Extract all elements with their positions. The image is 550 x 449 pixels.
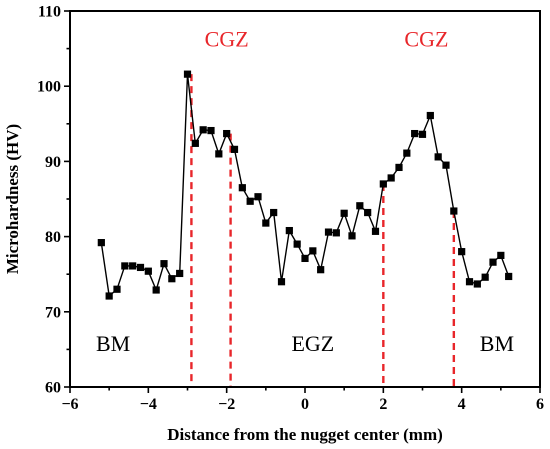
- data-point: [136, 263, 145, 272]
- data-point: [113, 285, 121, 293]
- data-point: [497, 251, 505, 259]
- zone-label: BM: [480, 331, 514, 356]
- data-point: [340, 209, 348, 217]
- data-point: [246, 197, 254, 205]
- data-point: [324, 228, 333, 236]
- data-point: [426, 111, 434, 120]
- data-point: [129, 262, 137, 270]
- data-point: [97, 239, 105, 247]
- y-tick-label: 80: [45, 229, 61, 246]
- x-tick-label: 0: [301, 396, 309, 413]
- data-point: [379, 180, 387, 188]
- x-tick-label: 4: [458, 396, 466, 413]
- data-point: [285, 226, 293, 235]
- data-point: [160, 260, 168, 268]
- data-point: [293, 240, 301, 248]
- data-point: [473, 280, 481, 288]
- data-point: [317, 266, 325, 274]
- y-tick-label: 110: [38, 4, 61, 21]
- data-point: [144, 267, 152, 275]
- zone-label: CGZ: [404, 26, 448, 51]
- data-point: [371, 227, 380, 235]
- data-point: [207, 126, 215, 135]
- data-point: [254, 193, 262, 201]
- y-tick-label: 100: [37, 79, 61, 96]
- y-tick-label: 60: [45, 380, 61, 397]
- data-point: [199, 126, 207, 134]
- data-point: [238, 184, 246, 192]
- data-point: [191, 139, 199, 147]
- zone-label: BM: [96, 331, 130, 356]
- data-point: [183, 70, 192, 78]
- microhardness-series: [97, 70, 513, 300]
- data-point: [230, 145, 239, 153]
- data-point: [152, 286, 160, 294]
- data-point: [458, 248, 466, 256]
- data-point: [418, 130, 427, 138]
- data-point: [168, 275, 176, 283]
- data-point: [262, 219, 270, 227]
- data-point: [348, 232, 356, 240]
- data-point: [364, 208, 372, 217]
- data-point: [505, 272, 513, 281]
- zone-annotations: CGZ CGZ BM EGZ BM: [96, 26, 514, 356]
- data-point: [465, 278, 474, 286]
- data-point: [332, 229, 340, 237]
- data-point: [223, 129, 231, 138]
- data-point: [215, 150, 223, 158]
- data-point: [489, 258, 497, 266]
- data-point: [442, 161, 450, 169]
- x-axis-title: Distance from the nugget center (mm): [167, 425, 443, 444]
- x-tick-label: −6: [61, 396, 78, 413]
- x-axis-ticks: −6 −4 −2 0 2 4 6: [61, 387, 544, 413]
- data-point: [121, 262, 129, 270]
- data-point: [277, 278, 286, 286]
- data-point: [176, 269, 184, 278]
- data-point: [105, 292, 113, 300]
- y-tick-label: 70: [45, 304, 61, 321]
- data-point: [395, 163, 403, 172]
- zone-label: CGZ: [205, 26, 249, 51]
- x-tick-label: −2: [218, 396, 235, 413]
- x-tick-label: 2: [379, 396, 387, 413]
- data-point: [434, 153, 442, 161]
- zone-boundary-lines: [190, 74, 456, 387]
- y-tick-label: 90: [45, 154, 61, 171]
- y-axis-title: Microhardness (HV): [3, 124, 22, 274]
- data-point: [270, 208, 278, 217]
- data-point: [411, 129, 419, 138]
- x-tick-label: 6: [536, 396, 544, 413]
- data-point: [301, 254, 309, 263]
- data-point: [403, 149, 411, 157]
- y-axis-ticks: 60 70 80 90 100 110: [37, 4, 70, 397]
- data-point: [450, 207, 458, 215]
- x-tick-label: −4: [140, 396, 157, 413]
- data-point: [309, 247, 317, 255]
- data-point: [356, 202, 364, 210]
- data-point: [481, 273, 489, 281]
- data-point: [387, 174, 395, 182]
- zone-label: EGZ: [291, 331, 334, 356]
